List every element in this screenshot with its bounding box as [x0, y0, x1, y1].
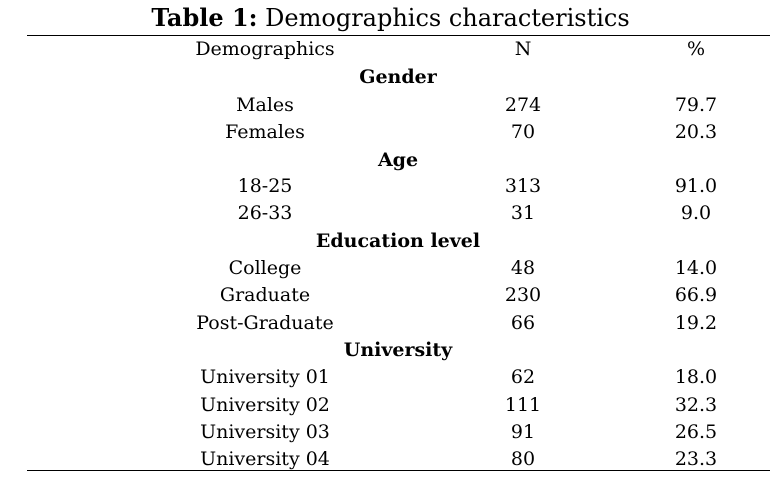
section-title-gender: Gender	[359, 66, 437, 88]
row-percent: 79.7	[674, 94, 718, 116]
table-caption-label: Table 1:	[151, 3, 258, 32]
section-header-row: Age	[27, 147, 770, 174]
table-top-rule	[27, 35, 770, 36]
row-count: 31	[510, 202, 536, 224]
row-label: College	[228, 257, 302, 279]
row-percent: 19.2	[674, 312, 718, 334]
table-header-row: Demographics N %	[27, 36, 770, 63]
section-title-university: University	[343, 339, 453, 361]
row-percent: 26.5	[674, 421, 718, 443]
table-row: Graduate 230 66.9	[27, 282, 770, 309]
table-caption-text: Demographics characteristics	[265, 4, 630, 32]
section-header-row: Education level	[27, 228, 770, 255]
table-row: University 03 91 26.5	[27, 419, 770, 446]
row-label: 26-33	[237, 202, 293, 224]
table-row: Females 70 20.3	[27, 119, 770, 146]
section-header-row: Gender	[27, 64, 770, 91]
row-count: 313	[504, 175, 542, 197]
row-percent: 18.0	[674, 366, 718, 388]
table-row: 26-33 31 9.0	[27, 200, 770, 227]
row-label: Post-Graduate	[196, 312, 334, 334]
row-percent: 9.0	[680, 202, 712, 224]
row-percent: 32.3	[674, 394, 718, 416]
section-header-row: University	[27, 337, 770, 364]
header-n: N	[514, 38, 532, 60]
row-count: 70	[510, 121, 536, 143]
row-label: Males	[236, 94, 294, 116]
section-title-age: Age	[377, 149, 419, 171]
row-percent: 20.3	[674, 121, 718, 143]
row-label: University 01	[200, 366, 330, 388]
table-bottom-rule	[27, 470, 770, 471]
row-label: Females	[225, 121, 305, 143]
row-count: 48	[510, 257, 536, 279]
row-count: 80	[510, 448, 536, 470]
table-row: Post-Graduate 66 19.2	[27, 310, 770, 337]
row-percent: 91.0	[674, 175, 718, 197]
row-label: University 04	[200, 448, 330, 470]
row-count: 91	[510, 421, 536, 443]
row-label: 18-25	[237, 175, 293, 197]
header-percent: %	[686, 38, 706, 60]
table-row: University 01 62 18.0	[27, 364, 770, 391]
table-caption: Table 1: Demographics characteristics	[0, 3, 781, 33]
row-count: 274	[504, 94, 542, 116]
table-row: 18-25 313 91.0	[27, 173, 770, 200]
row-label: University 02	[200, 394, 330, 416]
row-count: 62	[510, 366, 536, 388]
row-label: Graduate	[219, 284, 311, 306]
row-percent: 66.9	[674, 284, 718, 306]
header-demographics: Demographics	[195, 38, 335, 60]
row-percent: 23.3	[674, 448, 718, 470]
row-count: 230	[504, 284, 542, 306]
row-count: 111	[504, 394, 542, 416]
table-row: University 02 111 32.3	[27, 392, 770, 419]
row-label: University 03	[200, 421, 330, 443]
section-title-education-level: Education level	[315, 230, 481, 252]
row-count: 66	[510, 312, 536, 334]
table-row: Males 274 79.7	[27, 92, 770, 119]
row-percent: 14.0	[674, 257, 718, 279]
table-row: University 04 80 23.3	[27, 446, 770, 473]
table-row: College 48 14.0	[27, 255, 770, 282]
